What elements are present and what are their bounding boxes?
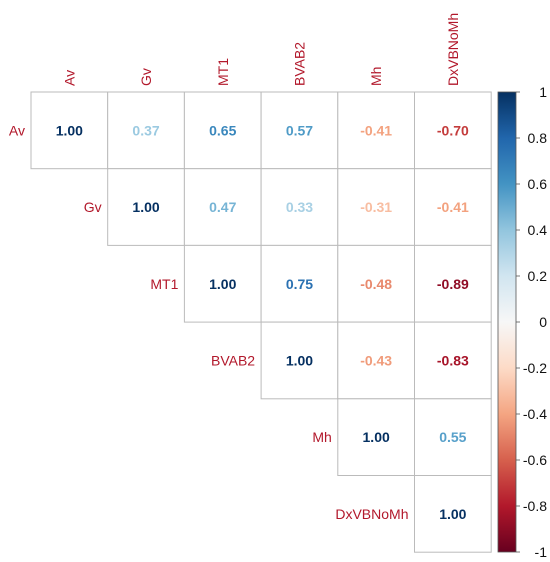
cell-mh-dxvbnomh	[414, 398, 492, 476]
value-label-av-dxvbnomh: -0.70	[437, 122, 469, 138]
row-label-bvab2: BVAB2	[211, 352, 255, 368]
color-bar-tick-label: 0.8	[528, 130, 548, 146]
column-label-gv: Gv	[138, 68, 154, 86]
row-label-dxvbnomh: DxVBNoMh	[335, 506, 408, 522]
column-label-av: Av	[61, 70, 77, 86]
cell-av-gv	[107, 91, 185, 170]
value-label-av-mt1: 0.65	[209, 122, 236, 138]
cell-av-mt1	[183, 91, 262, 170]
value-label-gv-dxvbnomh: -0.41	[437, 199, 469, 215]
value-label-mt1-mh: -0.48	[360, 276, 392, 292]
row-label-av: Av	[9, 122, 25, 138]
value-label-mt1-dxvbnomh: -0.89	[437, 276, 469, 292]
value-label-gv-gv: 1.00	[132, 199, 159, 215]
value-label-av-bvab2: 0.57	[286, 122, 313, 138]
value-label-mh-dxvbnomh: 0.55	[439, 429, 466, 445]
color-bar-tick-label: -0.6	[523, 452, 547, 468]
value-label-gv-mt1: 0.47	[209, 199, 236, 215]
row-label-mh: Mh	[312, 429, 331, 445]
color-bar-tick-label: 1	[539, 84, 547, 100]
value-label-gv-bvab2: 0.33	[286, 199, 313, 215]
value-label-av-gv: 0.37	[132, 122, 159, 138]
value-label-bvab2-mh: -0.43	[360, 352, 392, 368]
cell-mt1-mt1	[183, 244, 262, 323]
color-bar-tick-label: -0.2	[523, 360, 547, 376]
row-label-gv: Gv	[84, 199, 102, 215]
cell-av-bvab2	[260, 91, 339, 170]
cell-av-dxvbnomh	[414, 91, 492, 170]
cell-mh-mh	[337, 398, 415, 476]
value-label-gv-mh: -0.31	[360, 199, 392, 215]
value-label-av-mh: -0.41	[360, 122, 392, 138]
value-label-dxvbnomh-dxvbnomh: 1.00	[439, 506, 466, 522]
color-bar-tick-label: -0.4	[523, 406, 547, 422]
cell-gv-mt1	[183, 168, 262, 246]
cell-gv-dxvbnomh	[414, 168, 492, 246]
color-bar-tick-label: 0.2	[528, 268, 548, 284]
cell-mt1-bvab2	[260, 244, 339, 323]
value-label-mt1-mt1: 1.00	[209, 276, 236, 292]
cell-gv-mh	[337, 168, 415, 246]
column-label-mh: Mh	[368, 67, 384, 86]
column-label-bvab2: BVAB2	[291, 42, 307, 86]
cell-bvab2-bvab2	[260, 321, 339, 400]
color-bar-tick-label: -0.8	[523, 498, 547, 514]
color-bar	[497, 91, 517, 553]
cell-gv-gv	[107, 168, 185, 246]
cell-av-mh	[337, 91, 415, 170]
cell-av-av	[30, 91, 109, 170]
color-bar-tick-label: 0.4	[528, 222, 548, 238]
value-label-mt1-bvab2: 0.75	[286, 276, 313, 292]
column-label-dxvbnomh: DxVBNoMh	[445, 13, 461, 86]
row-label-mt1: MT1	[150, 276, 178, 292]
cell-bvab2-mh	[337, 321, 415, 400]
cell-mt1-dxvbnomh	[414, 244, 492, 323]
cell-dxvbnomh-dxvbnomh	[414, 475, 492, 553]
column-label-mt1: MT1	[215, 58, 231, 86]
color-bar-tick-label: 0.6	[528, 176, 548, 192]
value-label-bvab2-bvab2: 1.00	[286, 352, 313, 368]
color-bar-tick-label: -1	[535, 544, 548, 560]
color-bar-tick-label: 0	[539, 314, 547, 330]
value-label-mh-mh: 1.00	[363, 429, 390, 445]
cell-mt1-mh	[337, 244, 415, 323]
cell-bvab2-dxvbnomh	[414, 321, 492, 400]
value-label-av-av: 1.00	[56, 122, 83, 138]
value-label-bvab2-dxvbnomh: -0.83	[437, 352, 469, 368]
